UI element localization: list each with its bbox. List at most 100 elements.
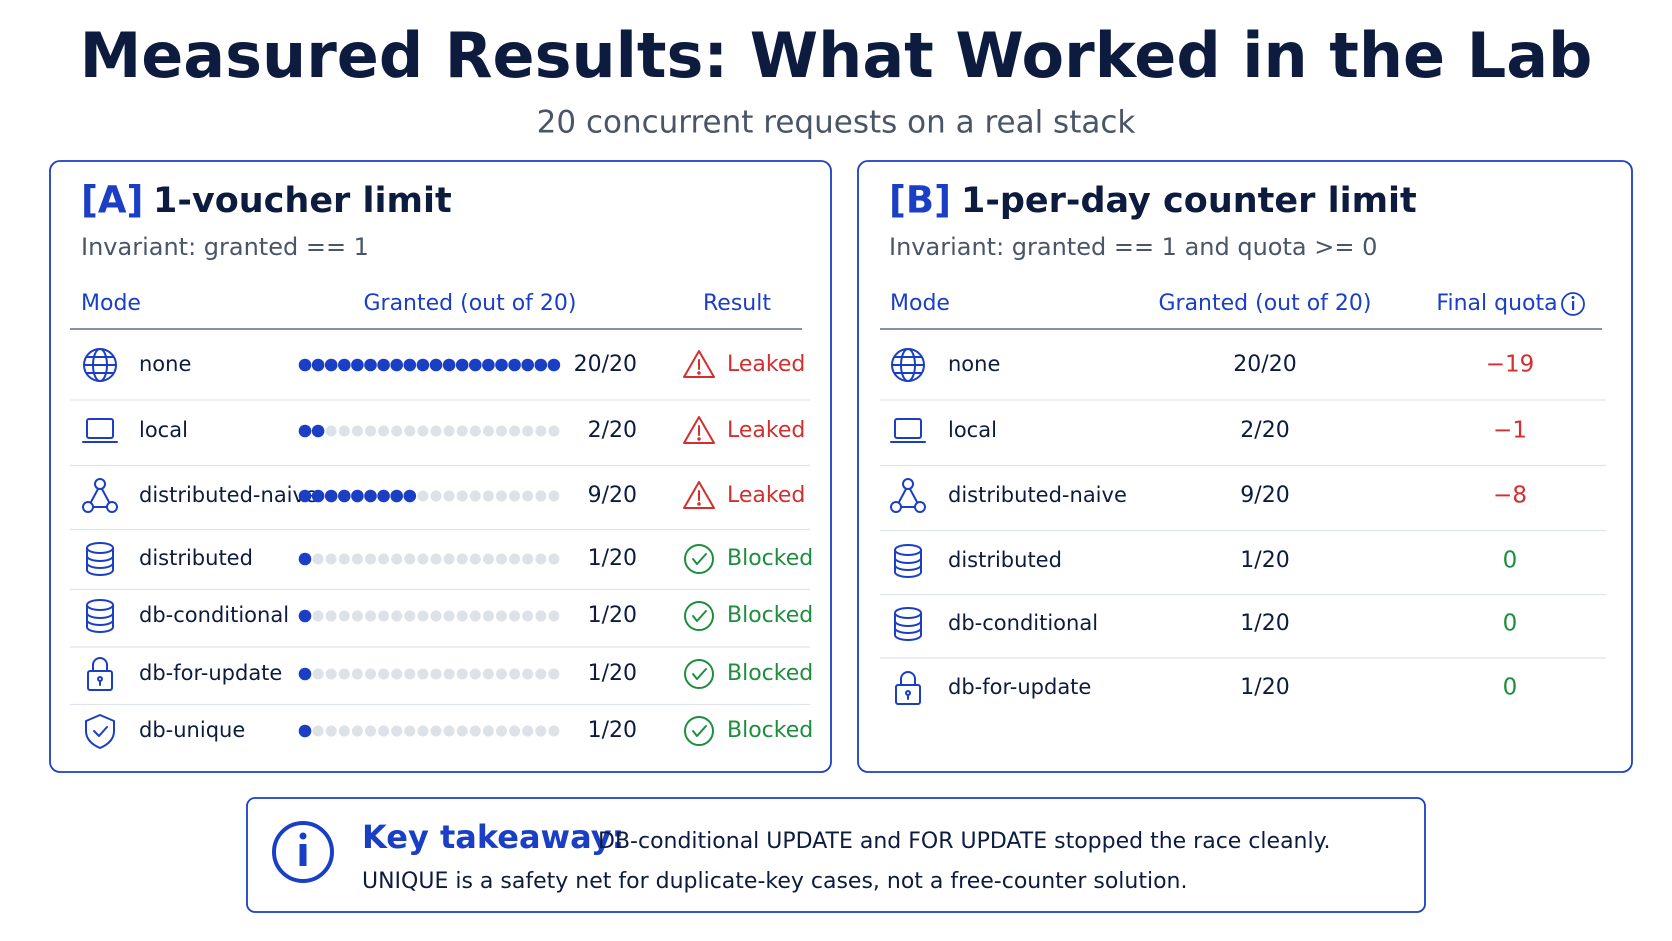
mode-icon	[891, 348, 925, 382]
dot-empty	[496, 610, 507, 622]
dot-empty	[378, 553, 390, 565]
dot-empty	[535, 490, 547, 502]
dot-empty	[378, 610, 390, 622]
dot-empty	[430, 425, 442, 437]
dot-empty	[443, 668, 455, 680]
dot-filled	[455, 358, 469, 372]
dot-empty	[351, 425, 363, 437]
dot-empty	[391, 668, 403, 680]
mode-icon	[86, 599, 114, 633]
dot-empty	[325, 553, 337, 565]
dot-empty	[443, 490, 455, 502]
dot-empty	[404, 425, 416, 437]
dot-empty	[482, 425, 494, 437]
mode: none	[139, 352, 191, 376]
dot-empty	[338, 610, 350, 622]
panel-tag: [B]	[889, 179, 951, 222]
final-quota: 0	[1503, 548, 1518, 574]
dot-filled	[377, 489, 390, 503]
dot-empty	[338, 668, 350, 680]
dot-filled	[351, 489, 364, 503]
result: Blocked	[727, 661, 813, 686]
dot-empty	[496, 490, 507, 502]
dot-filled	[338, 358, 351, 372]
dot-empty	[496, 553, 507, 565]
final-quota: −1	[1493, 418, 1527, 444]
column-header: Result	[703, 291, 771, 316]
column-header: Final quota	[1436, 291, 1557, 316]
dot-filled	[469, 358, 482, 372]
dot-empty	[417, 490, 429, 502]
mode-icon	[85, 714, 115, 749]
granted: 9/20	[1240, 483, 1289, 508]
mode-icon	[86, 542, 114, 576]
mode-icon	[890, 418, 926, 443]
dot-filled	[547, 358, 561, 372]
mode: db-for-update	[948, 675, 1091, 699]
column-header: Mode	[890, 291, 950, 316]
subtitle: 20 concurrent requests on a real stack	[537, 105, 1136, 141]
dot-empty	[456, 425, 468, 437]
dot-empty	[351, 610, 363, 622]
dot-filled	[403, 358, 417, 372]
dot-empty	[496, 725, 507, 737]
result: Leaked	[727, 352, 805, 377]
column-header: Granted (out of 20)	[363, 291, 576, 316]
result-icon	[684, 544, 714, 574]
takeaway-line: UNIQUE is a safety net for duplicate-key…	[362, 869, 1187, 894]
info-icon	[272, 821, 334, 883]
invariant: Invariant: granted == 1	[81, 233, 369, 261]
dot-empty	[509, 610, 521, 622]
granted: 2/20	[1240, 418, 1289, 443]
dot-empty	[535, 553, 547, 565]
dot-empty	[509, 725, 521, 737]
dot-empty	[338, 425, 350, 437]
dot-empty	[312, 610, 324, 622]
dot-empty	[417, 553, 429, 565]
dot-filled	[390, 489, 404, 503]
result-icon	[684, 601, 714, 631]
dot-empty	[443, 610, 455, 622]
mode-icon	[894, 544, 922, 578]
dot-filled	[377, 358, 390, 372]
takeaway-box	[246, 797, 1426, 913]
mode: db-for-update	[139, 661, 282, 685]
dot-empty	[417, 668, 429, 680]
mode: distributed	[948, 548, 1062, 572]
dot-empty	[522, 725, 534, 737]
mode-icon	[894, 607, 922, 641]
dot-filled	[521, 358, 534, 372]
granted: 1/20	[1240, 675, 1289, 700]
dot-empty	[338, 553, 350, 565]
panel-b	[857, 160, 1633, 773]
dot-empty	[417, 725, 429, 737]
dot-empty	[509, 425, 521, 437]
dot-empty	[325, 668, 337, 680]
result-icon	[684, 659, 714, 689]
dot-empty	[391, 553, 403, 565]
dot-empty	[548, 725, 560, 737]
dot-filled	[364, 358, 377, 372]
dot-empty	[456, 668, 468, 680]
mode: none	[948, 352, 1000, 376]
dot-empty	[522, 425, 534, 437]
dot-empty	[482, 553, 494, 565]
result-icon	[684, 716, 714, 746]
final-quota: 0	[1503, 611, 1518, 637]
dot-empty	[482, 490, 494, 502]
dot-empty	[417, 425, 429, 437]
dot-empty	[482, 725, 494, 737]
mode: db-conditional	[139, 603, 289, 627]
dot-empty	[522, 668, 534, 680]
dot-empty	[469, 490, 481, 502]
dot-filled	[508, 358, 521, 372]
dot-empty	[404, 725, 416, 737]
mode: local	[139, 418, 188, 442]
dot-empty	[365, 553, 376, 565]
title: Measured Results: What Worked in the Lab	[80, 19, 1593, 92]
dot-filled	[364, 489, 377, 503]
mode-icon	[87, 657, 113, 691]
dot-empty	[535, 610, 547, 622]
dot-empty	[391, 425, 403, 437]
